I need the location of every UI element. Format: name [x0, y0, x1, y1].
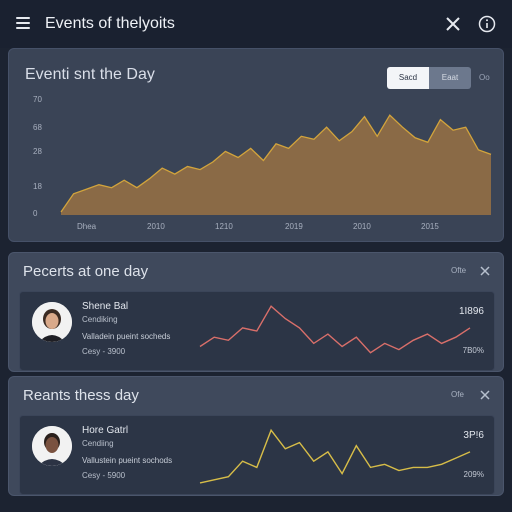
x-tick-label: Dhea — [77, 222, 97, 231]
close-icon[interactable] — [479, 389, 491, 401]
person-name: Hore Gatrl — [82, 425, 129, 436]
segment-option-2[interactable]: Eaat — [429, 67, 471, 89]
events-panel: Reants thess day Ofe Hore Gatrl Cendiing… — [8, 376, 504, 496]
close-icon[interactable] — [479, 265, 491, 277]
row-value: 1I896 — [458, 306, 484, 317]
sparkline-series-line — [199, 305, 471, 354]
x-tick-label: 2015 — [421, 222, 439, 231]
row-percent: 209% — [463, 470, 484, 479]
chart-area-fill — [61, 115, 491, 215]
x-tick-label: 2010 — [147, 222, 165, 231]
list-item[interactable]: Shene Bal Cendiking Valladein pueint soc… — [19, 291, 495, 371]
chart-title: Eventi snt the Day — [25, 66, 155, 83]
avatar — [32, 426, 72, 466]
event-description: Vallustein pueint sochods — [82, 456, 173, 465]
y-tick-label: 70 — [33, 95, 42, 104]
person-name: Shene Bal — [82, 301, 129, 312]
row-percent: 7B0% — [462, 346, 484, 355]
app-title: Events of thelyoits — [45, 15, 175, 32]
panel-title: Pecerts at one day — [23, 263, 149, 280]
avatar — [32, 302, 72, 342]
event-description: Valladein pueint socheds — [82, 332, 171, 341]
events-area-chart — [60, 114, 492, 215]
list-item[interactable]: Hore Gatrl Cendiing Vallustein pueint so… — [19, 415, 495, 495]
y-tick-label: 18 — [33, 182, 42, 191]
segment-extra-option[interactable]: Oo — [479, 73, 490, 82]
info-icon[interactable] — [478, 15, 496, 33]
x-tick-label: 1210 — [215, 222, 233, 231]
sparkline-chart — [199, 428, 471, 484]
event-meta: Cesy - 5900 — [82, 471, 126, 480]
y-tick-label: 68 — [33, 123, 42, 132]
person-status: Cendiking — [82, 315, 118, 324]
events-chart-card: Eventi snt the Day Sacd Eaat Oo 70 68 28… — [8, 48, 504, 242]
sparkline-series-line — [199, 428, 471, 484]
person-status: Cendiing — [82, 439, 114, 448]
chart-series-line — [60, 114, 492, 213]
sparkline-chart — [199, 305, 471, 354]
hamburger-menu-icon[interactable] — [16, 17, 30, 29]
panel-filter-button[interactable]: Ofte — [451, 266, 467, 275]
panel-title: Reants thess day — [23, 387, 139, 404]
segment-option-1[interactable]: Sacd — [387, 67, 429, 89]
close-icon[interactable] — [444, 15, 462, 33]
panel-filter-button[interactable]: Ofe — [451, 390, 464, 399]
x-tick-label: 2010 — [353, 222, 371, 231]
y-tick-label: 0 — [33, 209, 38, 218]
x-tick-label: 2019 — [285, 222, 303, 231]
event-meta: Cesy - 3900 — [82, 347, 126, 356]
y-tick-label: 28 — [33, 147, 42, 156]
top-bar: Events of thelyoits — [0, 0, 512, 48]
row-value: 3P!6 — [463, 430, 484, 441]
recent-events-panel: Pecerts at one day Ofte Shene Bal Cendik… — [8, 252, 504, 372]
